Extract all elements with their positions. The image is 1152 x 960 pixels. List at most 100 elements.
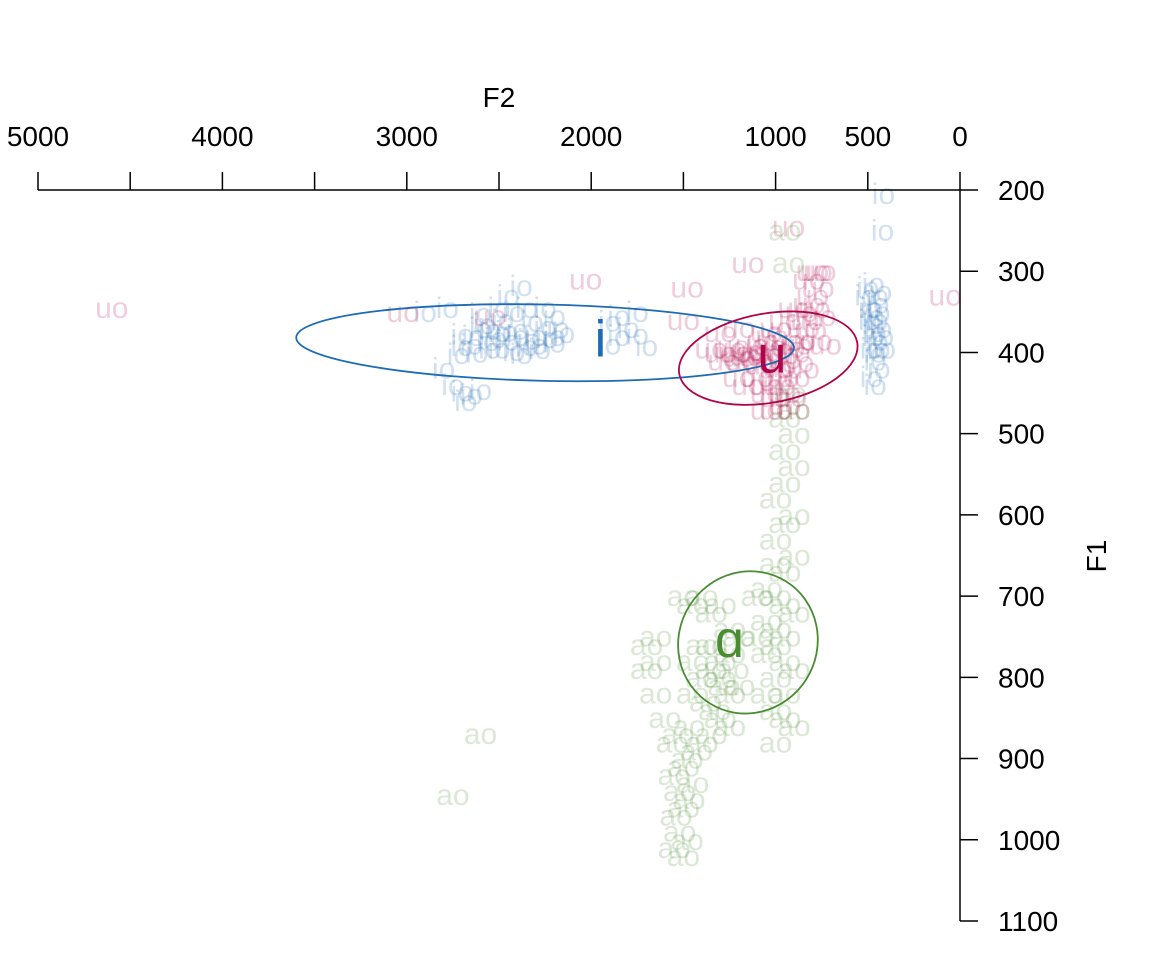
y-tick-label: 1000 [998, 825, 1060, 856]
vowel-token-point: io [865, 304, 888, 337]
vowel-token-point: uo [781, 346, 814, 379]
vowel-token-point: ao [722, 669, 755, 702]
vowel-token-point: ao [768, 556, 801, 589]
vowel-token-point: io [487, 292, 510, 325]
vowel-token-point: io [862, 300, 885, 333]
vowel-token-point: io [478, 332, 501, 365]
vowel-token-point: io [517, 323, 540, 356]
vowel-token-point: ao [759, 661, 792, 694]
vowel-token-point: uo [768, 343, 801, 376]
vowel-token-point: io [858, 304, 881, 337]
vowel-token-point: uo [774, 381, 807, 414]
vowel-token-point: uo [803, 255, 836, 288]
vowel-token-point: io [524, 320, 547, 353]
vowel-token-point: io [865, 280, 888, 313]
vowel-token-point: io [626, 296, 649, 329]
vowel-token-point: ao [750, 604, 783, 637]
vowel-token-point: io [867, 332, 890, 365]
vowel-token-point: io [469, 312, 492, 345]
x-axis-ticks: 5000 4000 3000 2000 1000 500 0 [7, 121, 968, 190]
vowel-token-point: ao [768, 678, 801, 711]
vowel-centroid-label: u [757, 327, 786, 385]
vowel-token-point: ao [777, 710, 810, 743]
vowel-token-point: ao [777, 450, 810, 483]
vowel-token-point: io [863, 316, 886, 349]
vowel-token-point: uo [783, 324, 816, 357]
vowel-token-point: io [476, 325, 499, 358]
vowel-token-point: uo [787, 353, 820, 386]
vowel-token-point: io [497, 324, 520, 357]
vowel-token-point: ao [722, 621, 755, 654]
vowel-token-point: ao [704, 702, 737, 735]
vowel-token-point: io [432, 353, 455, 386]
vowel-token-point: uo [731, 247, 764, 280]
vowel-token-point: ao [759, 613, 792, 646]
vowel-ellipses-layer [295, 303, 859, 715]
vowel-token-point: uo [794, 314, 827, 347]
vowel-token-point: io [607, 300, 630, 333]
vowel-token-point: ao [768, 401, 801, 434]
vowel-token-point: io [450, 330, 473, 363]
vowel-token-point: io [509, 338, 532, 371]
vowel-token-point: io [506, 314, 529, 347]
vowel-token-point: uo [772, 332, 805, 365]
vowel-token-point: ao [663, 775, 696, 808]
y-tick-label: 400 [998, 337, 1045, 368]
vowel-token-point: ao [667, 840, 700, 873]
vowel-token-point: io [869, 276, 892, 309]
vowel-token-point: ao [672, 783, 705, 816]
vowel-token-point: uo [803, 300, 836, 333]
vowel-token-point: io [860, 361, 883, 394]
x-tick-label: 500 [844, 121, 891, 152]
x-tick-label: 3000 [376, 121, 438, 152]
vowel-token-point: ao [707, 669, 740, 702]
y-tick-label: 200 [998, 175, 1045, 206]
vowel-token-point: io [871, 215, 894, 248]
vowel-token-point: ao [685, 726, 718, 759]
vowel-token-point: io [543, 300, 566, 333]
vowel-token-point: ao [694, 718, 727, 751]
vowel-token-point: uo [801, 271, 834, 304]
vowel-token-point: uo [95, 292, 128, 325]
vowel-token-point: uo [750, 393, 783, 426]
vowel-token-point: ao [661, 718, 694, 751]
vowel-token-point: io [865, 324, 888, 357]
vowel-token-point: ao [777, 596, 810, 629]
x-tick-label: 5000 [7, 121, 69, 152]
vowel-ellipse [678, 310, 859, 406]
vowel-token-point: ao [667, 580, 700, 613]
vowel-token-point: io [872, 178, 895, 211]
vowel-token-point: ao [774, 377, 807, 410]
vowel-token-point: ao [657, 832, 690, 865]
vowel-token-point: uo [796, 255, 829, 288]
vowel-token-point: uo [731, 335, 764, 368]
vowel-token-point: io [495, 315, 518, 348]
vowel-token-point: ao [630, 629, 663, 662]
vowel-token-point: ao [777, 540, 810, 573]
y-tick-label: 700 [998, 581, 1045, 612]
vowel-token-point: io [535, 322, 558, 355]
vowel-token-point: ao [663, 816, 696, 849]
vowel-token-point: ao [759, 483, 792, 516]
vowel-token-point: io [487, 316, 510, 349]
vowel-centroid-label: ɑ [715, 611, 744, 669]
vowel-token-point: io [460, 328, 483, 361]
vowel-token-point: io [854, 280, 877, 313]
vowel-token-point: uo [763, 369, 796, 402]
y-tick-label: 500 [998, 419, 1045, 450]
vowel-token-point: uo [766, 338, 799, 371]
vowel-token-point: io [873, 332, 896, 365]
vowel-token-point: uo [718, 336, 751, 369]
vowel-token-point: io [863, 369, 886, 402]
vowel-token-point: io [863, 345, 886, 378]
vowel-token-point: uo [746, 324, 779, 357]
vowel-token-point: io [528, 333, 551, 366]
vowel-token-point: ao [768, 215, 801, 248]
vowel-token-point: uo [722, 312, 755, 345]
vowel-token-point: uo [704, 336, 737, 369]
vowel-token-point: uo [768, 377, 801, 410]
vowel-token-point: io [607, 320, 630, 353]
vowel-token-point: ao [436, 779, 469, 812]
vowel-token-point: ao [639, 645, 672, 678]
